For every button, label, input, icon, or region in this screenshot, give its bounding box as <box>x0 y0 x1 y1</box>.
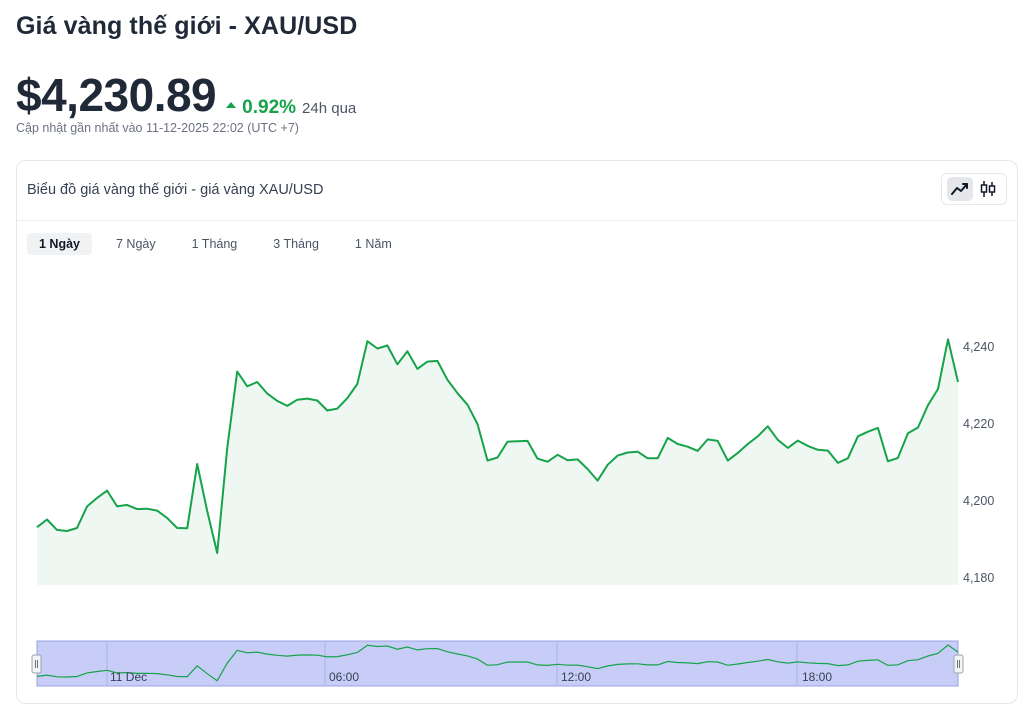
tab-4[interactable]: 1 Năm <box>354 237 392 251</box>
tab-3[interactable]: 3 Tháng <box>273 237 319 251</box>
navigator-right-handle[interactable] <box>953 654 964 674</box>
page-title: Giá vàng thế giới - XAU/USD <box>16 12 358 40</box>
tab-2[interactable]: 1 Tháng <box>191 237 238 251</box>
last-updated: Cập nhật gần nhất vào 11-12-2025 22:02 (… <box>16 121 299 135</box>
chart-card-header: Biểu đồ giá vàng thế giới - giá vàng XAU… <box>17 161 1017 221</box>
chart-card: Biểu đồ giá vàng thế giới - giá vàng XAU… <box>16 160 1018 704</box>
candlestick-icon <box>980 181 996 197</box>
navigator-selection[interactable] <box>36 640 959 687</box>
tab-1[interactable]: 7 Ngày <box>116 237 156 251</box>
chart-card-title: Biểu đồ giá vàng thế giới - giá vàng XAU… <box>27 182 324 198</box>
time-range-tabs: 1 Ngày 7 Ngày 1 Tháng 3 Tháng 1 Năm <box>27 233 416 255</box>
chart-type-toggle <box>941 173 1007 205</box>
tab-0[interactable]: 1 Ngày <box>27 233 92 255</box>
price-row: $4,230.89 0.92% 24h qua <box>16 68 356 122</box>
candlestick-button[interactable] <box>975 177 1001 201</box>
current-price: $4,230.89 <box>16 69 217 121</box>
change-period: 24h qua <box>302 99 357 117</box>
change-percent: 0.92% <box>242 97 297 118</box>
line-chart-icon <box>951 183 968 195</box>
triangle-up-icon <box>226 102 237 108</box>
line-chart-button[interactable] <box>947 177 973 201</box>
price-change: 0.92% 24h qua <box>226 97 356 119</box>
navigator-left-handle[interactable] <box>31 654 42 674</box>
